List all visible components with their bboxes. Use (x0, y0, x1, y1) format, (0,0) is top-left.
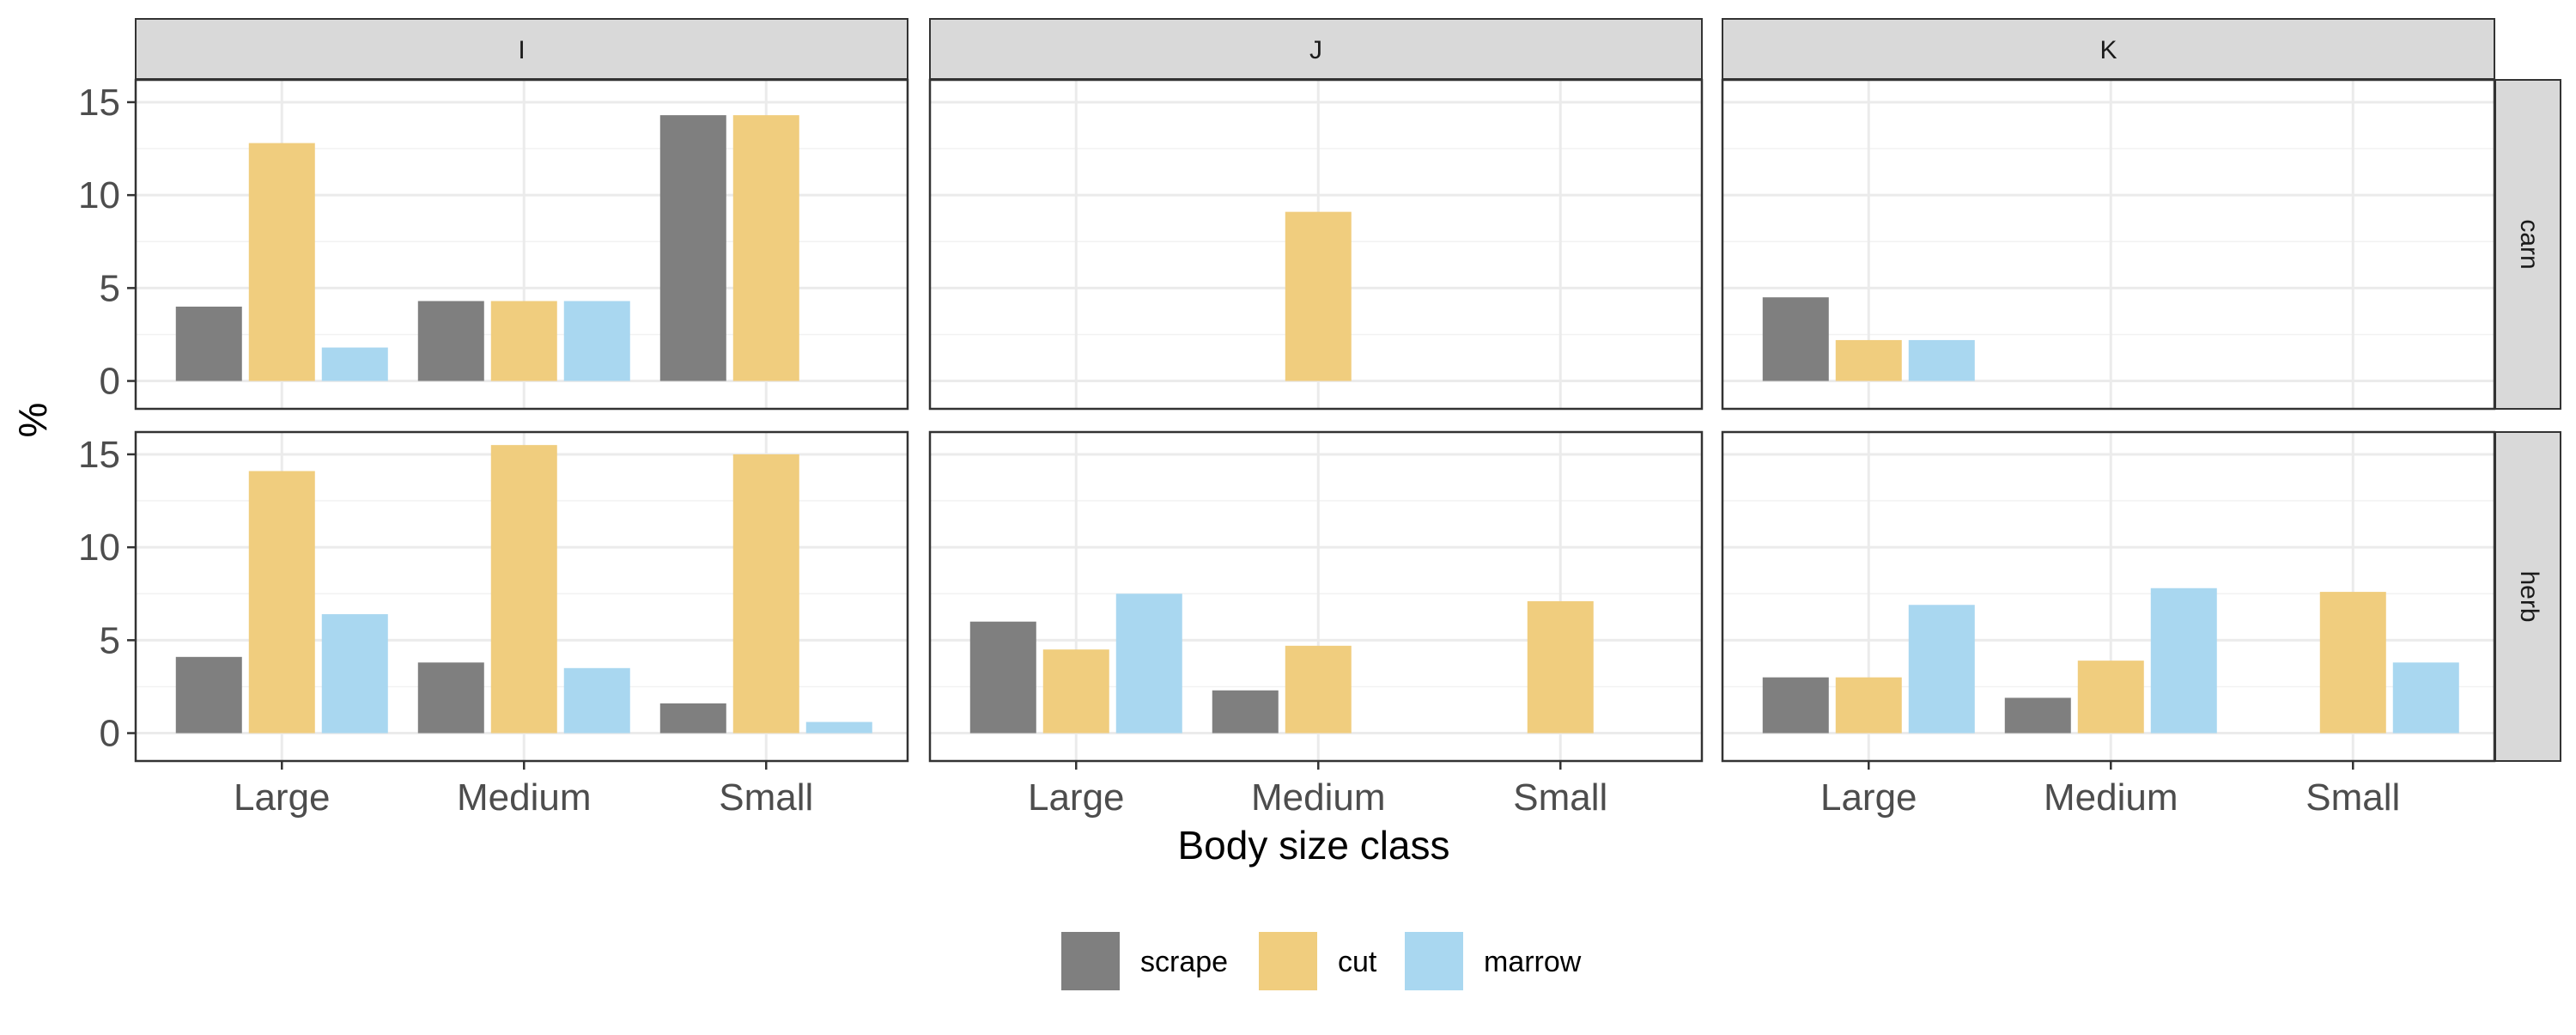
x-axis-title: Body size class (1177, 823, 1449, 868)
legend-key-marrow (1405, 932, 1463, 990)
bar-marrow (805, 721, 872, 734)
bar-scrape (969, 621, 1036, 734)
bar-cut (2319, 592, 2386, 734)
x-tick-label: Large (234, 776, 331, 819)
bar-scrape (417, 662, 484, 734)
bar-marrow (321, 614, 388, 734)
facet-strip-label: K (2099, 36, 2117, 64)
bar-marrow (321, 347, 388, 381)
facet-strip-row (2494, 431, 2561, 762)
y-tick-label: 0 (100, 361, 120, 403)
bar-marrow (563, 301, 630, 381)
bar-cut (248, 471, 315, 734)
y-tick-label: 5 (100, 619, 120, 661)
bar-marrow (1115, 594, 1182, 734)
bar-cut (732, 115, 799, 381)
x-tick-label: Small (1513, 776, 1607, 819)
bar-marrow (1908, 605, 1975, 734)
bar-scrape (175, 656, 242, 734)
facet-strip-column (929, 18, 1703, 80)
bar-scrape (1762, 677, 1829, 734)
facet-strip-label: I (518, 36, 525, 64)
facet-strip-row (2494, 79, 2561, 410)
y-tick-label: 5 (100, 267, 120, 309)
bar-cut (1042, 649, 1109, 734)
bar-cut (1835, 677, 1902, 734)
y-tick-label: 10 (78, 174, 120, 216)
bar-scrape (1762, 297, 1829, 381)
bar-marrow (2150, 588, 2217, 734)
bar-cut (490, 445, 557, 734)
bar-cut (1527, 600, 1594, 734)
bar-cut (1285, 645, 1352, 734)
x-tick-label: Medium (2044, 776, 2178, 819)
x-tick-label: Medium (457, 776, 592, 819)
bar-scrape (417, 301, 484, 381)
bar-scrape (175, 306, 242, 381)
facet-strip-label: herb (2515, 570, 2543, 622)
y-tick-label: 0 (100, 713, 120, 755)
bar-scrape (2004, 697, 2071, 734)
bar-scrape (659, 115, 726, 381)
bar-cut (732, 454, 799, 734)
panel-border (928, 78, 1704, 411)
y-axis-title: % (10, 403, 55, 438)
bar-cut (1835, 339, 1902, 381)
legend-key-cut (1259, 932, 1317, 990)
bar-cut (2077, 661, 2144, 734)
bar-scrape (1212, 690, 1279, 734)
panel-border (1721, 78, 2496, 411)
y-tick-label: 10 (78, 527, 120, 569)
x-tick-label: Small (719, 776, 813, 819)
bar-cut (490, 301, 557, 381)
y-tick-label: 15 (78, 434, 120, 476)
bar-scrape (659, 703, 726, 734)
facet-strip-column (1722, 18, 2495, 80)
legend-label: scrape (1140, 946, 1228, 978)
y-tick-label: 15 (78, 82, 120, 124)
x-tick-label: Medium (1251, 776, 1386, 819)
x-tick-label: Large (1028, 776, 1125, 819)
panel-border (1721, 430, 2496, 763)
bar-marrow (2392, 662, 2459, 734)
facet-strip-label: carn (2515, 219, 2543, 269)
panel-border (134, 78, 909, 411)
facet-strip-label: J (1309, 36, 1322, 64)
legend-label: cut (1338, 946, 1377, 978)
panel-border (928, 430, 1704, 763)
bar-cut (248, 143, 315, 381)
legend-key-scrape (1061, 932, 1120, 990)
bar-marrow (563, 667, 630, 734)
x-tick-label: Large (1820, 776, 1917, 819)
legend-label: marrow (1484, 946, 1582, 978)
panel-border (134, 430, 909, 763)
facet-strip-column (135, 18, 908, 80)
bar-cut (1285, 211, 1352, 381)
x-tick-label: Small (2306, 776, 2400, 819)
bar-marrow (1908, 339, 1975, 381)
